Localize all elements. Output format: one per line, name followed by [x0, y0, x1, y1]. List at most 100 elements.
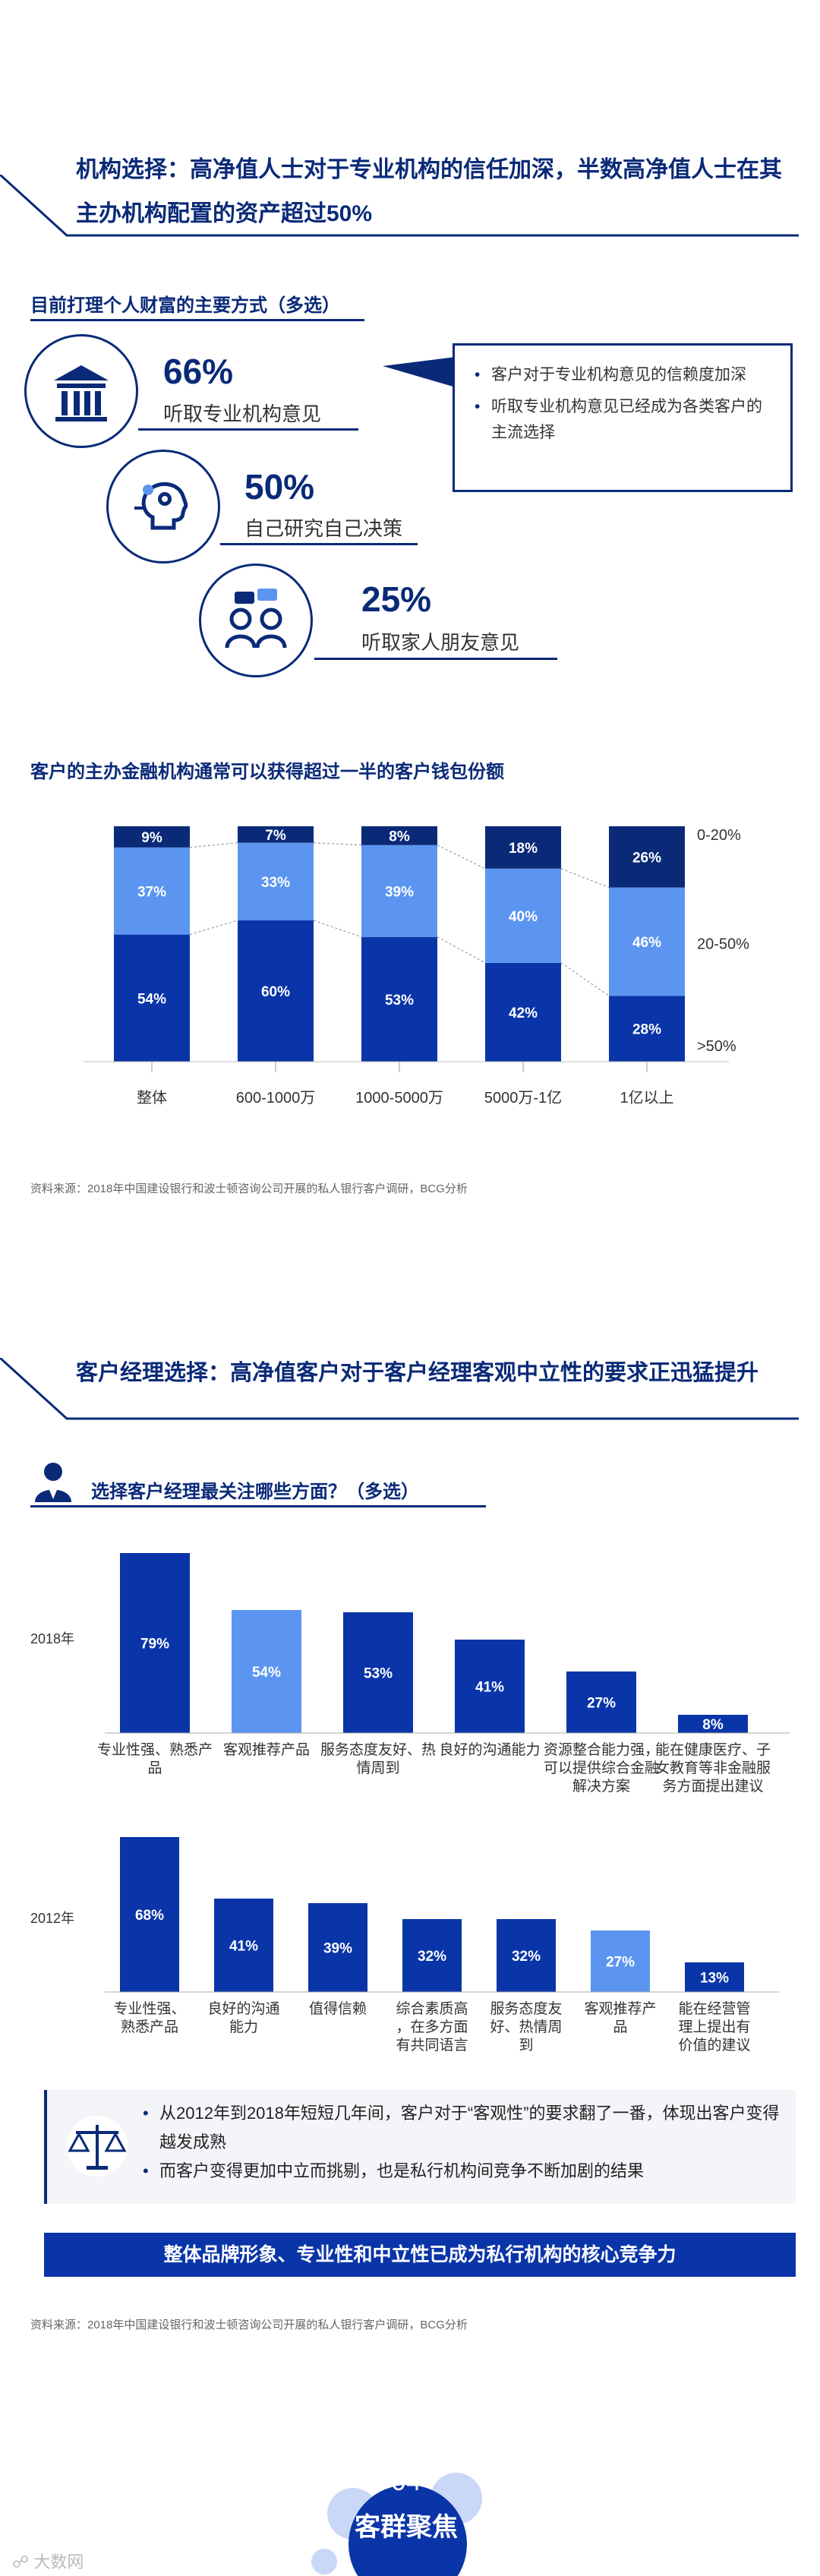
bar-label: 42% [509, 1005, 538, 1021]
header2-line [0, 1358, 799, 1420]
bar-segment [114, 847, 190, 935]
connector-line [189, 842, 238, 848]
x-tick [151, 1062, 153, 1072]
legend-label: >50% [697, 1038, 736, 1055]
connector-line [189, 920, 238, 936]
bar-segment [485, 868, 561, 963]
bar-label: 32% [418, 1949, 446, 1965]
bar-segment [361, 844, 437, 937]
bar-label: 13% [700, 1971, 729, 1987]
category-label: 专业性强、 [113, 2000, 185, 2017]
conclusion-item-2: 而客户变得更加中立而挑剔，也是私行机构间竞争不断加剧的结果 [143, 2157, 782, 2186]
x-tick-label: 整体 [137, 1089, 167, 1106]
legend-label: 0-20% [697, 827, 741, 844]
bar-segment [609, 887, 685, 996]
section2-title: 客户经理选择：高净值客户对于客户经理客观中立性的要求正迅猛提升 [76, 1361, 759, 1385]
bar-label: 54% [252, 1665, 281, 1681]
category-label: 有共同语言 [396, 2037, 468, 2054]
footer-dot [311, 2549, 337, 2574]
item2-underline [220, 543, 418, 545]
item2-pct: 50% [244, 467, 315, 507]
bar-label: 26% [632, 850, 661, 866]
bar [343, 1612, 413, 1733]
category-label: 解决方案 [572, 1778, 630, 1795]
item3-pct: 25% [361, 579, 432, 619]
item2-desc: 自己研究自己决策 [244, 517, 403, 540]
bar-segment [609, 826, 685, 888]
category-label: 客观推荐产品 [223, 1741, 310, 1758]
bar-label: 32% [512, 1949, 541, 1965]
item1-pct: 66% [163, 352, 234, 391]
stacked-bar-chart: 54% 37% 9% 整体 60% 33% 7% 600-1000万 53% 39% 8% 1000-… [84, 826, 749, 1106]
bar-label: 54% [137, 991, 166, 1007]
category-label: 务方面提出建议 [662, 1778, 763, 1795]
conclusion-banner: 整体品牌形象、专业性和中立性已成为私行机构的核心竞争力 [44, 2233, 796, 2277]
category-label: 价值的建议 [678, 2037, 750, 2054]
category-label: 好、热情周 [490, 2019, 562, 2035]
bar-segment [609, 996, 685, 1062]
legend-label: 20-50% [697, 936, 749, 953]
category-label: 良好的沟通 [207, 2000, 279, 2017]
bar-segment [238, 920, 314, 1062]
section1-source: 资料来源：2018年中国建设银行和波士顿咨询公司开展的私人银行客户调研，BCG分… [30, 1182, 468, 1195]
bar-label: 39% [385, 884, 414, 900]
bar-label: 40% [509, 909, 538, 925]
bank-icon [24, 334, 138, 448]
bar [214, 1899, 273, 1992]
bar-label: 33% [261, 875, 290, 891]
bar-label: 41% [229, 1939, 258, 1955]
callout-item-2: 听取专业机构意见已经成为各类客户的主流选择 [475, 394, 772, 446]
category-label: 品 [613, 2019, 627, 2035]
watermark: ☍ 大数网 [12, 2549, 84, 2573]
connector-line [560, 868, 610, 889]
category-label: 专业性强、熟悉产 [97, 1741, 213, 1758]
section1-subtitle: 目前打理个人财富的主要方式（多选） [30, 295, 340, 316]
category-label: 能力 [229, 2019, 258, 2035]
bar-label: 28% [632, 1022, 661, 1038]
x-tick [399, 1062, 400, 1072]
manager-icon [30, 1458, 76, 1507]
category-label: 情周到 [356, 1760, 399, 1776]
connector-line [560, 962, 610, 996]
x-tick-label: 1000-5000万 [355, 1090, 443, 1106]
section1-title-line1: 机构选择：高净值人士对于专业机构的信任加深，半数高净值人士在其 [76, 157, 782, 182]
head-gear-icon [106, 450, 220, 564]
connector-line [437, 936, 486, 964]
category-label: 客观推荐产 [584, 2000, 656, 2017]
connector-line [313, 920, 362, 938]
x-tick-label: 600-1000万 [236, 1090, 316, 1106]
callout-box: 客户对于专业机构意见的信赖度加深 听取专业机构意见已经成为各类客户的主流选择 [453, 343, 793, 492]
bar-segment [114, 826, 190, 848]
bar-segment [238, 842, 314, 920]
category-label: 熟悉产品 [121, 2019, 178, 2035]
bar [120, 1553, 190, 1733]
bar-label: 68% [135, 1908, 164, 1924]
row2012-label: 2012年 [30, 1911, 75, 1926]
section1-title-line2: 主办机构配置的资产超过50% [76, 201, 373, 226]
watermark-icon: ☍ [12, 2552, 34, 2571]
category-label: 女教育等非金融服 [655, 1760, 771, 1776]
category-label: 能在健康医疗、子 [655, 1741, 771, 1758]
subtitle2-underline [30, 1505, 486, 1507]
category-label: 值得信赖 [309, 2000, 367, 2017]
bar-segment [361, 826, 437, 845]
bar-label: 53% [385, 993, 414, 1009]
bar [120, 1837, 179, 1992]
item1-desc: 听取专业机构意见 [163, 402, 322, 425]
watermark-text: 大数网 [33, 2552, 84, 2571]
bar-segment [114, 934, 190, 1062]
bar-label: 9% [141, 830, 162, 846]
bar-label: 27% [606, 1955, 635, 1971]
bar-label: 37% [137, 884, 166, 900]
connector-line [313, 842, 362, 846]
conclusion-list: 从2012年到2018年短短几年间，客户对于“客观性”的要求翻了一番，体现出客户… [143, 2099, 782, 2186]
conclusion-item-1: 从2012年到2018年短短几年间，客户对于“客观性”的要求翻了一番，体现出客户… [143, 2099, 782, 2157]
bar-label: 39% [323, 1941, 352, 1957]
callout-item-1: 客户对于专业机构意见的信赖度加深 [475, 362, 772, 388]
callout-arrow [383, 357, 456, 387]
category-label: 到 [519, 2037, 533, 2054]
category-label: 能在经营管 [678, 2000, 750, 2017]
bar-label: 46% [632, 935, 661, 951]
item1-underline [138, 428, 358, 431]
